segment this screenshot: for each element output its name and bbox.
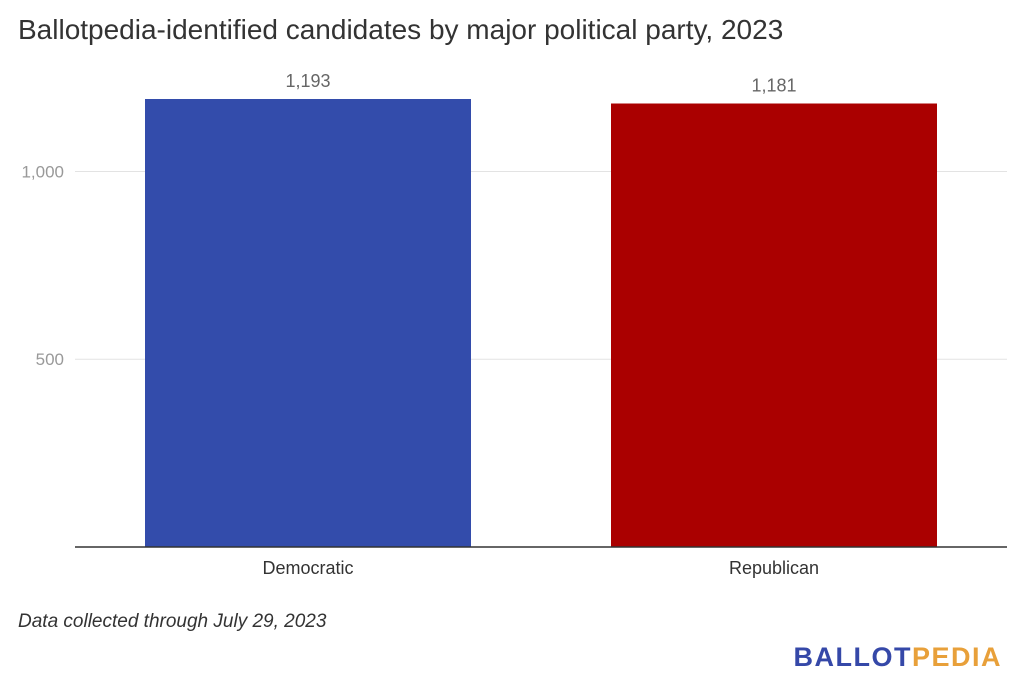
- value-label-democratic: 1,193: [285, 71, 330, 91]
- ballotpedia-logo: BALLOTPEDIA: [793, 642, 1002, 673]
- bar-republican: [611, 103, 937, 547]
- y-tick-label: 500: [36, 350, 64, 369]
- bar-democratic: [145, 99, 471, 547]
- value-labels: 1,193 1,181: [285, 71, 796, 96]
- y-axis-ticks: 500 1,000: [21, 162, 64, 369]
- chart-title: Ballotpedia-identified candidates by maj…: [18, 14, 784, 45]
- value-label-republican: 1,181: [751, 76, 796, 96]
- footnote: Data collected through July 29, 2023: [18, 611, 327, 632]
- bar-chart: 500 1,000 1,193 1,181 Democratic Republican: [21, 71, 1007, 578]
- y-tick-label: 1,000: [21, 162, 64, 181]
- x-tick-label-republican: Republican: [729, 558, 819, 578]
- logo-part-ballot: BALLOT: [793, 642, 912, 672]
- logo-part-pedia: PEDIA: [911, 642, 1002, 672]
- bars: [145, 99, 937, 547]
- x-axis-labels: Democratic Republican: [262, 558, 819, 578]
- x-tick-label-democratic: Democratic: [262, 558, 353, 578]
